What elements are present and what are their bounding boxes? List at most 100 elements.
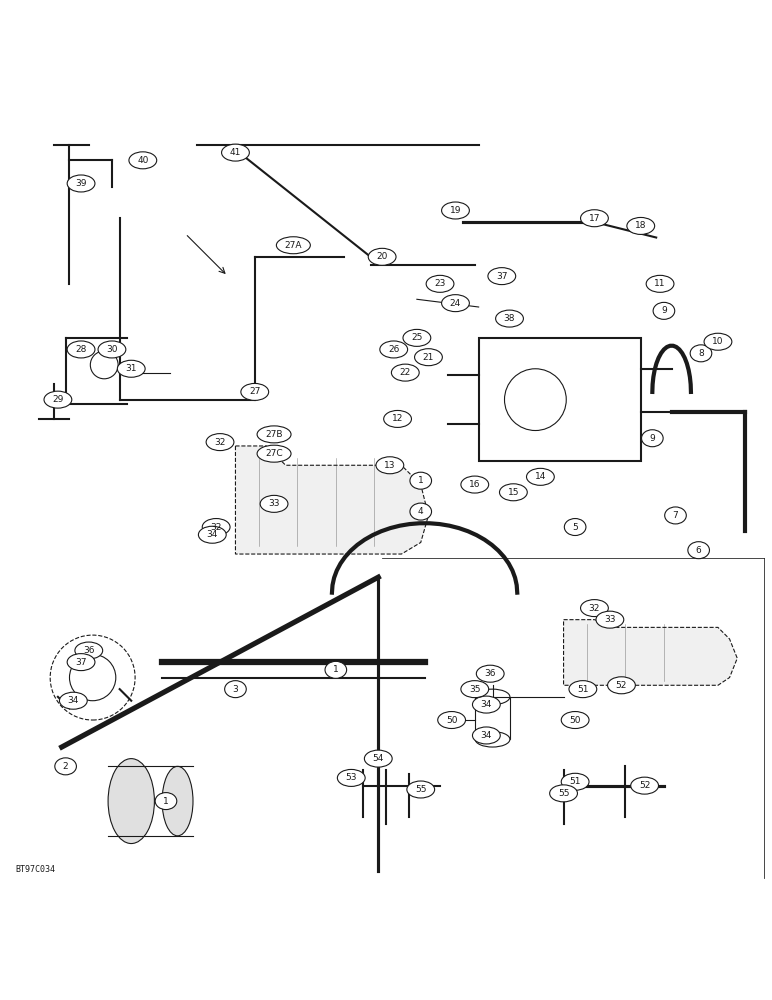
Text: 32: 32 [589,604,600,613]
Ellipse shape [67,175,95,192]
Text: 17: 17 [589,214,600,223]
Text: 14: 14 [535,472,546,481]
Text: 7: 7 [672,511,679,520]
Text: 34: 34 [68,696,79,705]
Text: 52: 52 [616,681,627,690]
Text: 27C: 27C [266,449,283,458]
Text: 8: 8 [698,349,704,358]
Ellipse shape [646,275,674,292]
Text: 53: 53 [346,773,357,782]
Ellipse shape [410,472,432,489]
Text: 27A: 27A [285,241,302,250]
Text: 34: 34 [207,530,218,539]
Ellipse shape [407,781,435,798]
Text: 31: 31 [126,364,137,373]
Ellipse shape [376,457,404,474]
Text: 10: 10 [713,337,723,346]
Text: 28: 28 [76,345,86,354]
Text: 19: 19 [450,206,461,215]
Text: 33: 33 [269,499,279,508]
Text: 34: 34 [481,731,492,740]
Text: 35: 35 [469,685,480,694]
Ellipse shape [384,410,411,427]
Text: 4: 4 [418,507,424,516]
Ellipse shape [44,391,72,408]
Text: 55: 55 [558,789,569,798]
Text: 16: 16 [469,480,480,489]
Text: 3: 3 [232,685,239,694]
Ellipse shape [257,426,291,443]
Ellipse shape [198,526,226,543]
Polygon shape [235,446,428,554]
Ellipse shape [364,750,392,767]
Ellipse shape [391,364,419,381]
Ellipse shape [527,468,554,485]
Ellipse shape [690,345,712,362]
Text: 11: 11 [655,279,665,288]
Text: 54: 54 [373,754,384,763]
Ellipse shape [67,654,95,671]
Ellipse shape [225,681,246,698]
Ellipse shape [325,661,347,678]
Text: 24: 24 [450,299,461,308]
Text: 27B: 27B [266,430,283,439]
Ellipse shape [442,295,469,312]
Ellipse shape [627,217,655,234]
Ellipse shape [561,712,589,729]
Ellipse shape [222,144,249,161]
Ellipse shape [380,341,408,358]
Ellipse shape [581,600,608,617]
Ellipse shape [472,727,500,744]
Ellipse shape [276,237,310,254]
Ellipse shape [476,665,504,682]
Ellipse shape [499,484,527,501]
Ellipse shape [472,696,500,713]
Text: 51: 51 [577,685,588,694]
Ellipse shape [496,310,523,327]
Text: 20: 20 [377,252,388,261]
Text: BT97C034: BT97C034 [15,865,56,874]
Ellipse shape [260,495,288,512]
Text: 32: 32 [215,438,225,447]
Text: 26: 26 [388,345,399,354]
Ellipse shape [108,759,154,844]
Text: 21: 21 [423,353,434,362]
Text: 18: 18 [635,221,646,230]
Ellipse shape [75,642,103,659]
Ellipse shape [59,692,87,709]
FancyBboxPatch shape [475,697,510,739]
Text: 30: 30 [107,345,117,354]
Ellipse shape [688,542,709,559]
Ellipse shape [461,476,489,493]
Ellipse shape [653,302,675,319]
Polygon shape [564,620,737,685]
Text: 15: 15 [508,488,519,497]
Ellipse shape [129,152,157,169]
Ellipse shape [642,430,663,447]
FancyBboxPatch shape [479,338,641,461]
Text: 36: 36 [485,669,496,678]
Ellipse shape [155,793,177,810]
Text: 51: 51 [570,777,581,786]
Ellipse shape [564,519,586,536]
Text: 33: 33 [604,615,615,624]
Ellipse shape [55,758,76,775]
Ellipse shape [202,519,230,536]
Ellipse shape [257,445,291,462]
Text: 55: 55 [415,785,426,794]
Text: 40: 40 [137,156,148,165]
Text: 37: 37 [76,658,86,667]
Ellipse shape [475,732,510,747]
Ellipse shape [241,383,269,400]
Ellipse shape [337,769,365,786]
Text: 50: 50 [446,716,457,725]
Ellipse shape [442,202,469,219]
Text: 27: 27 [249,387,260,396]
Text: 1: 1 [333,665,339,674]
Ellipse shape [631,777,659,794]
Ellipse shape [665,507,686,524]
Text: 52: 52 [639,781,650,790]
Text: 5: 5 [572,523,578,532]
Text: 29: 29 [52,395,63,404]
Text: 34: 34 [481,700,492,709]
